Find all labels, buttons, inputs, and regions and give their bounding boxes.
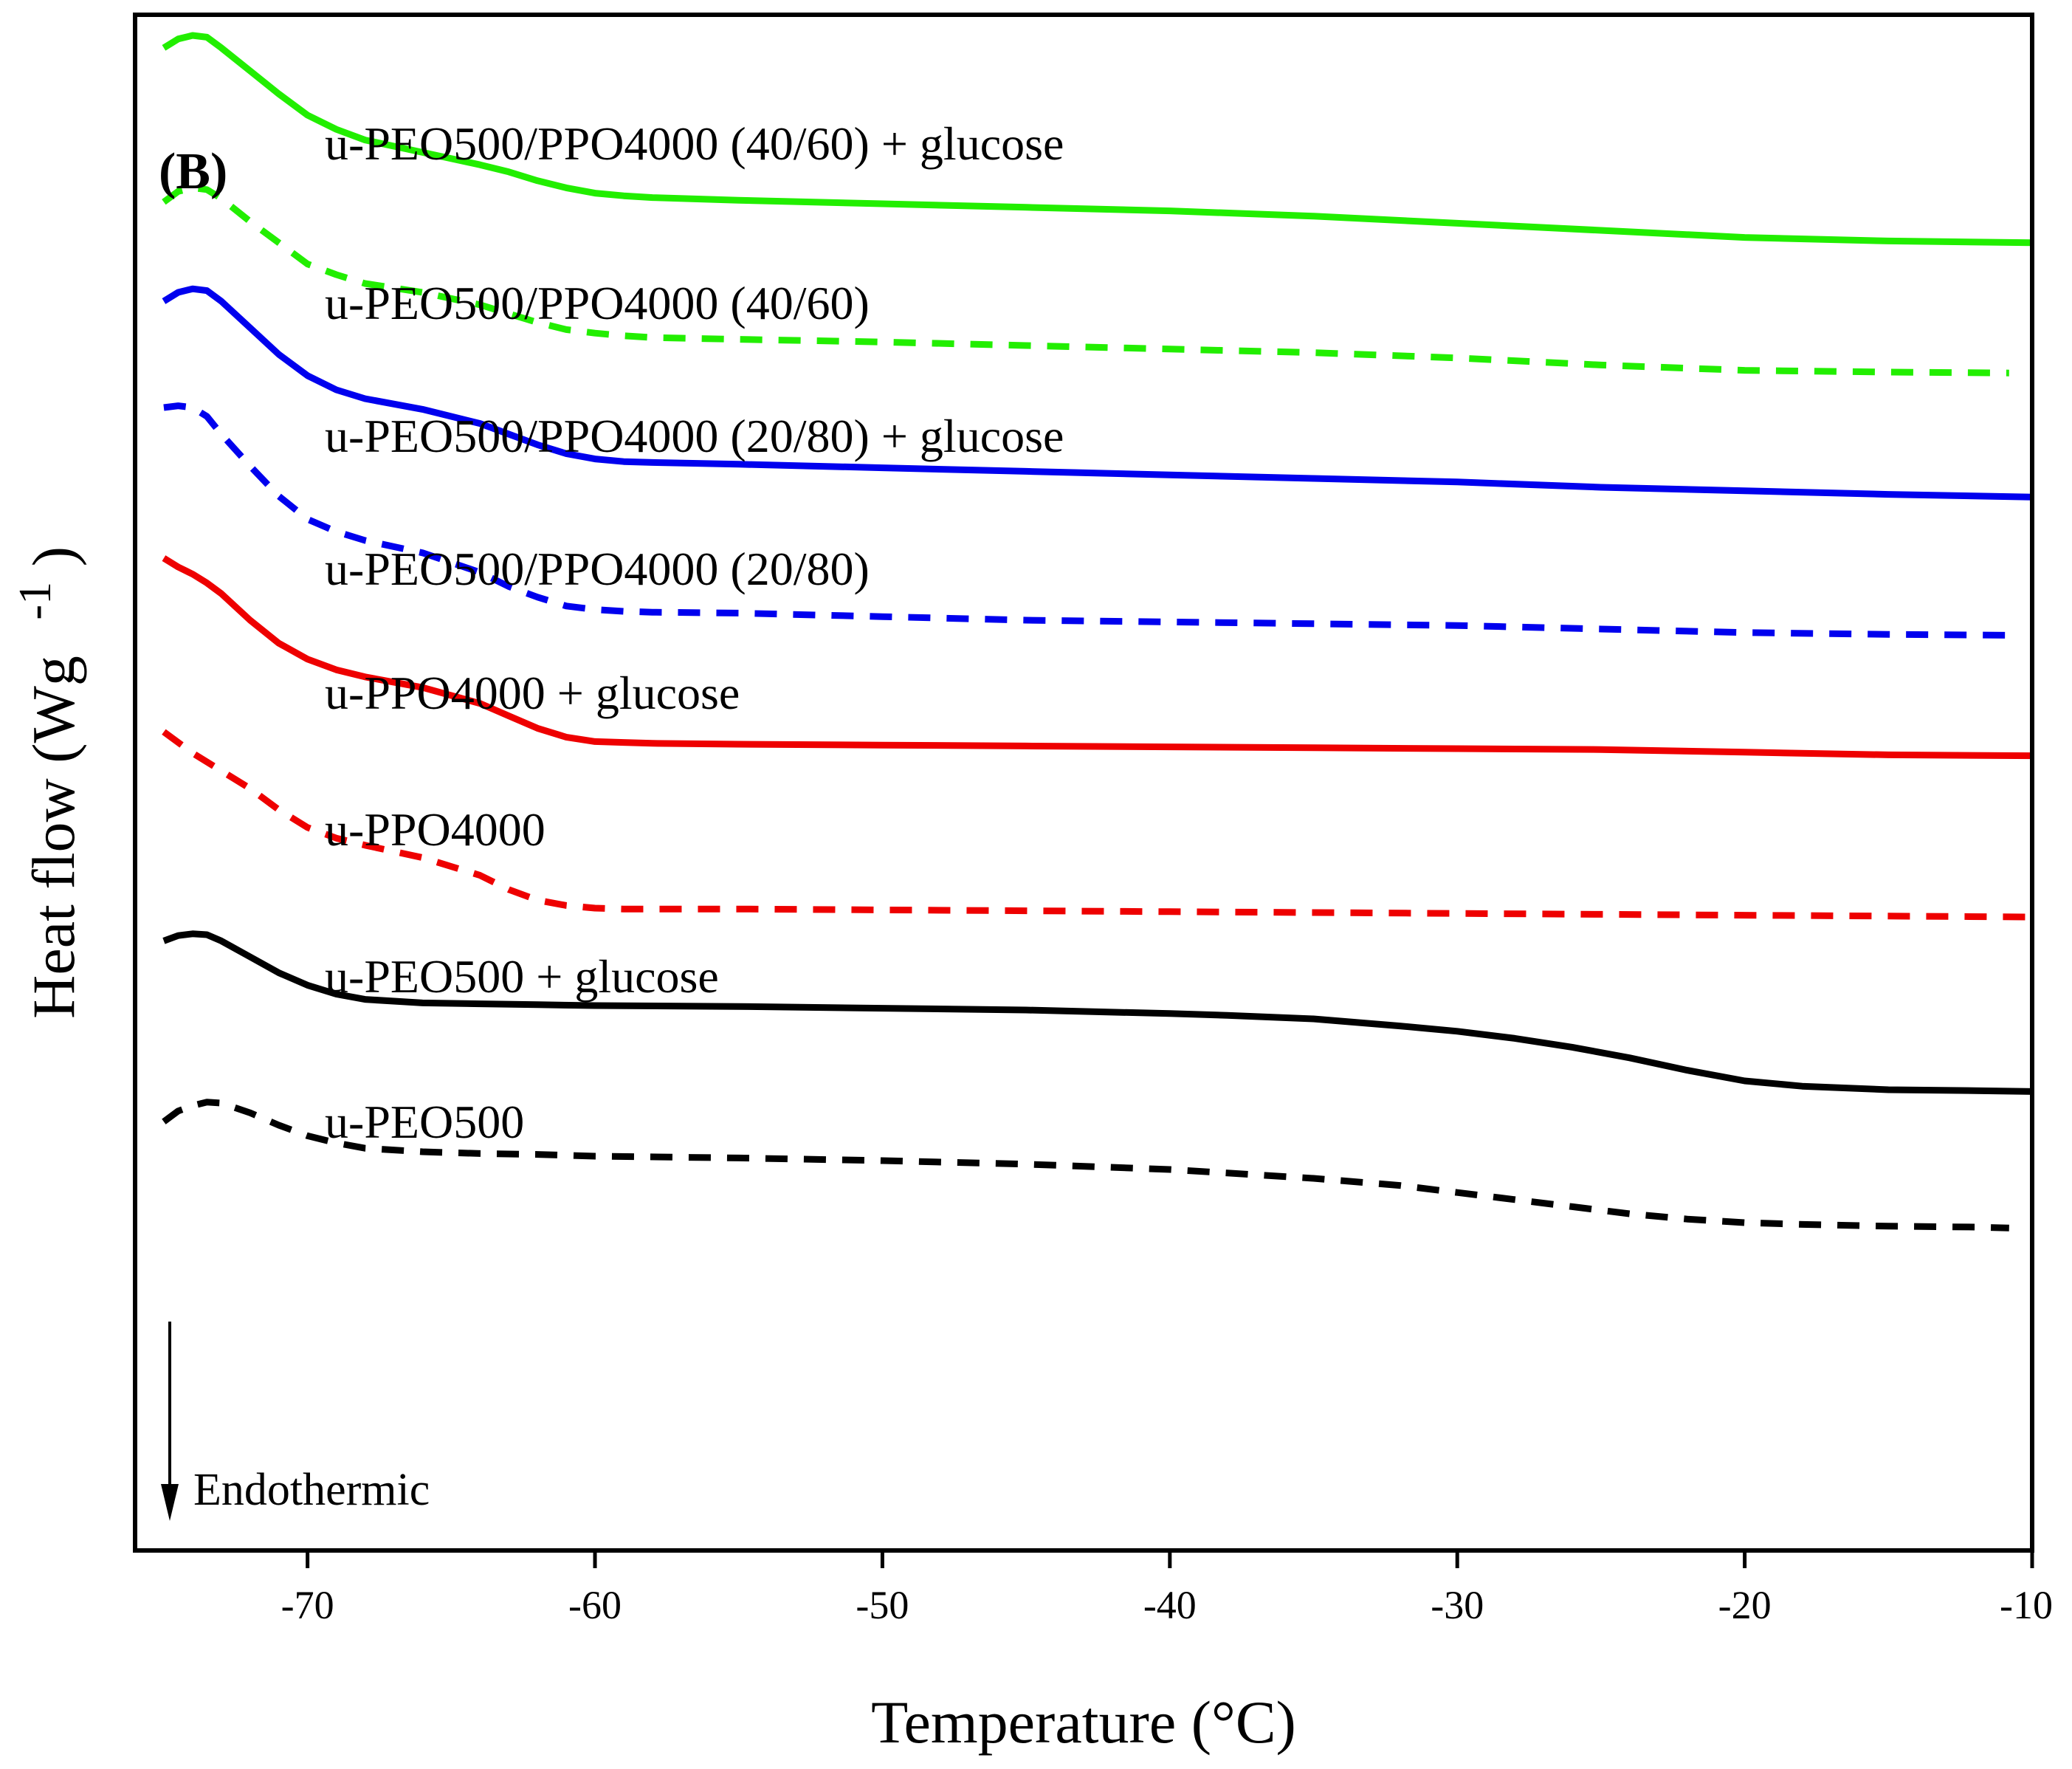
x-tick-label-2: -60 xyxy=(568,1583,622,1627)
y-axis-label-main: Heat flow (Wg xyxy=(20,656,87,1019)
x-tick-label-6: -20 xyxy=(1718,1583,1772,1627)
series-label-7: u-PEO500 + glucose xyxy=(325,950,719,1003)
y-axis-label: Heat flow (Wg -1 ) xyxy=(0,546,87,1019)
series-label-6: u-PPO4000 xyxy=(325,803,545,856)
x-axis-label: Temperature (°C) xyxy=(871,1689,1296,1756)
series-line-3 xyxy=(162,285,2033,501)
series-label-5: u-PPO4000 + glucose xyxy=(325,667,740,719)
x-tick-label-4: -40 xyxy=(1143,1583,1197,1627)
series-line-4 xyxy=(163,402,2009,639)
series-line-2 xyxy=(162,184,2009,377)
x-tick-label-5: -30 xyxy=(1431,1583,1484,1627)
series-line-6 xyxy=(162,729,2033,921)
endothermic-annotation: Endothermic xyxy=(161,1322,430,1521)
series-line-8 xyxy=(162,1099,2009,1232)
series-label-3: u-PEO500/PPO4000 (20/80) + glucose xyxy=(325,410,1064,462)
panel-label: (B) xyxy=(159,143,227,200)
endothermic-label: Endothermic xyxy=(193,1465,430,1515)
series-label-8: u-PEO500 xyxy=(325,1096,524,1148)
series-label-4: u-PEO500/PPO4000 (20/80) xyxy=(325,543,870,595)
x-tick-label-7: -10 xyxy=(2000,1583,2053,1627)
x-axis-ticks: -70 -60 -50 -40 -30 -20 -10 xyxy=(281,1550,2053,1627)
y-axis-label-close: ) xyxy=(20,546,87,566)
series-line-7 xyxy=(162,930,2033,1095)
x-tick-label-1: -70 xyxy=(281,1583,334,1627)
series-labels: u-PEO500/PPO4000 (40/60) + glucose u-PEO5… xyxy=(325,117,1064,1148)
series-label-1: u-PEO500/PPO4000 (40/60) + glucose xyxy=(325,117,1064,170)
series-line-1 xyxy=(162,32,2033,247)
y-axis-label-superscript: -1 xyxy=(10,582,61,620)
plot-frame xyxy=(133,13,2034,1553)
series-layer xyxy=(162,32,2033,1232)
y-axis-label-group: Heat flow (Wg -1 ) xyxy=(0,546,87,1019)
endothermic-arrow-head-icon xyxy=(161,1484,179,1521)
series-label-2: u-PEO500/PPO4000 (40/60) xyxy=(325,277,870,329)
x-tick-label-3: -50 xyxy=(856,1583,909,1627)
series-line-5 xyxy=(162,555,2033,760)
